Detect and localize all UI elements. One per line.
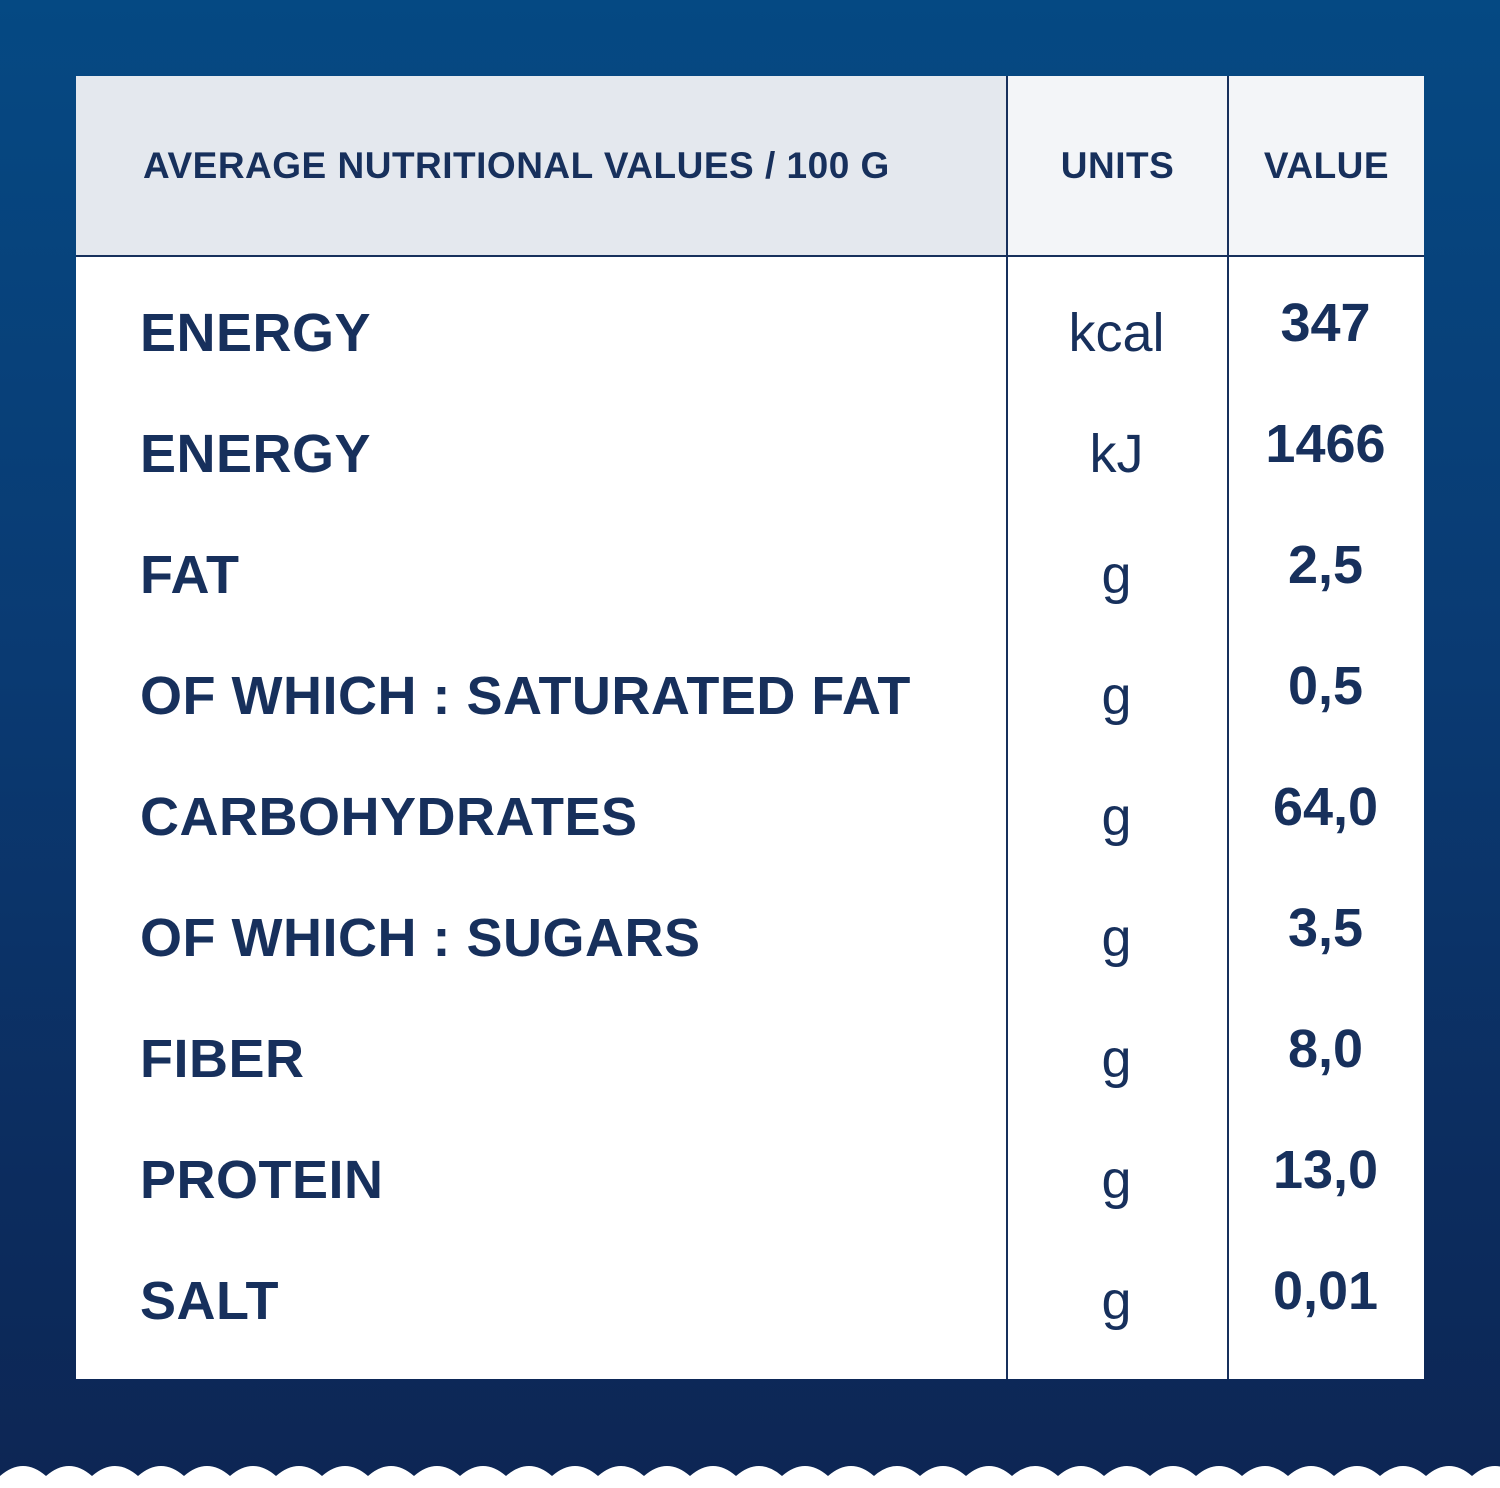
column-divider [1227, 257, 1229, 1379]
nutrient-label: ENERGY [140, 423, 372, 484]
table-row: CARBOHYDRATES g 64,0 [76, 756, 1424, 877]
nutrient-label: OF WHICH : SATURATED FAT [140, 665, 911, 726]
nutrition-table: AVERAGE NUTRITIONAL VALUES / 100 G UNITS… [76, 76, 1424, 1379]
nutrient-value: 3,5 [1287, 897, 1364, 958]
table-row: ENERGY kcal 347 [76, 272, 1424, 393]
nutrient-value: 0,01 [1272, 1260, 1379, 1321]
unit-label: g [1101, 1028, 1132, 1089]
nutrient-label: FAT [140, 544, 240, 605]
unit-label: g [1101, 665, 1132, 726]
nutrient-label: OF WHICH : SUGARS [140, 907, 701, 968]
unit-label: kcal [1068, 302, 1165, 363]
unit-label: g [1101, 1149, 1132, 1210]
nutrient-value: 347 [1280, 292, 1371, 353]
nutrient-value: 13,0 [1272, 1139, 1379, 1200]
unit-label: g [1101, 1270, 1132, 1331]
table-row: FIBER g 8,0 [76, 998, 1424, 1119]
nutrient-value: 2,5 [1287, 534, 1364, 595]
wave-border [0, 1466, 1500, 1488]
header-units: UNITS [1006, 76, 1227, 255]
nutrient-value: 0,5 [1287, 655, 1364, 716]
table-row: FAT g 2,5 [76, 514, 1424, 635]
nutrient-label: FIBER [140, 1028, 305, 1089]
header-nutrient: AVERAGE NUTRITIONAL VALUES / 100 G [76, 76, 1006, 255]
unit-label: g [1101, 786, 1132, 847]
table-row: SALT g 0,01 [76, 1240, 1424, 1361]
column-divider [1006, 257, 1008, 1379]
unit-label: kJ [1089, 423, 1144, 484]
table-row: OF WHICH : SATURATED FAT g 0,5 [76, 635, 1424, 756]
table-header: AVERAGE NUTRITIONAL VALUES / 100 G UNITS… [76, 76, 1424, 257]
nutrient-value: 64,0 [1272, 776, 1379, 837]
table-row: ENERGY kJ 1466 [76, 393, 1424, 514]
nutrient-label: SALT [140, 1270, 279, 1331]
nutrient-label: PROTEIN [140, 1149, 384, 1210]
nutrient-value: 1466 [1265, 413, 1386, 474]
header-value: VALUE [1227, 76, 1424, 255]
table-body: ENERGY kcal 347 ENERGY kJ 1466 FAT g 2,5… [76, 257, 1424, 1379]
nutrient-label: ENERGY [140, 302, 372, 363]
unit-label: g [1101, 907, 1132, 968]
table-row: PROTEIN g 13,0 [76, 1119, 1424, 1240]
unit-label: g [1101, 544, 1132, 605]
nutrient-label: CARBOHYDRATES [140, 786, 638, 847]
table-row: OF WHICH : SUGARS g 3,5 [76, 877, 1424, 998]
nutrient-value: 8,0 [1287, 1018, 1364, 1079]
